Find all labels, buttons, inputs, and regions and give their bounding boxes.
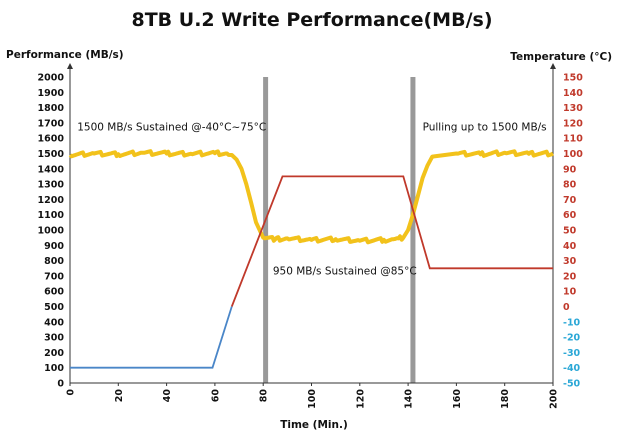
- y-right-axis-arrow: [550, 63, 556, 69]
- y-right-tick-label-8: 30: [563, 256, 577, 267]
- y-left-tick-label-13: 1300: [38, 180, 65, 191]
- y-left-tick-label-9: 900: [44, 241, 64, 252]
- y-left-tick-label-0: 0: [57, 379, 64, 390]
- series-performance-line: [68, 149, 554, 245]
- y-left-tick-label-7: 700: [44, 271, 64, 282]
- x-tick-label-4: 80: [259, 389, 270, 403]
- y-left-tick-label-18: 1800: [38, 103, 65, 114]
- y-left-tick-label-3: 300: [44, 333, 64, 344]
- series-temperature-above-zero-line: [230, 175, 553, 307]
- y-right-tick-label-7: 20: [563, 271, 577, 282]
- series-temperature-below-zero-line: [70, 306, 233, 369]
- x-axis-title: Time (Min.): [280, 419, 348, 431]
- y-left-tick-label-19: 1900: [38, 88, 65, 99]
- x-tick-label-7: 140: [404, 389, 415, 409]
- y-right-axis-title: Temperature (°C): [510, 51, 612, 63]
- y-right-tick-label-10: 50: [563, 226, 577, 237]
- y-left-tick-label-10: 1000: [38, 226, 65, 237]
- plot-area: 0100200300400500600700800900100011001200…: [38, 63, 583, 409]
- y-left-tick-label-11: 1100: [38, 210, 65, 221]
- y-left-tick-label-6: 600: [44, 287, 64, 298]
- y-right-tick-label-5: 0: [563, 302, 570, 313]
- y-right-tick-label-2: -30: [563, 348, 581, 359]
- y-right-tick-label-17: 120: [563, 118, 583, 129]
- y-left-tick-label-4: 400: [44, 317, 64, 328]
- y-right-tick-label-9: 40: [563, 241, 577, 252]
- y-right-tick-label-3: -20: [563, 333, 581, 344]
- y-left-axis-arrow: [67, 63, 73, 69]
- x-tick-label-6: 120: [355, 389, 366, 409]
- y-left-tick-label-1: 100: [44, 363, 64, 374]
- x-tick-label-2: 40: [162, 389, 173, 403]
- y-right-tick-label-11: 60: [563, 210, 577, 221]
- y-right-tick-label-4: -10: [563, 317, 581, 328]
- y-right-tick-label-0: -50: [563, 379, 581, 390]
- y-left-axis-title: Performance (MB/s): [6, 49, 124, 61]
- y-left-tick-label-20: 2000: [38, 73, 65, 84]
- chart-title: 8TB U.2 Write Performance(MB/s): [131, 9, 492, 31]
- y-right-tick-label-14: 90: [563, 164, 577, 175]
- annotation-2: Pulling up to 1500 MB/s: [423, 122, 547, 134]
- y-right-tick-label-15: 100: [563, 149, 583, 160]
- x-tick-label-5: 100: [307, 389, 318, 409]
- y-right-tick-label-6: 10: [563, 287, 577, 298]
- y-right-tick-label-13: 80: [563, 180, 577, 191]
- y-left-tick-label-15: 1500: [38, 149, 65, 160]
- annotation-0: 1500 MB/s Sustained @-40°C~75°C: [77, 122, 266, 134]
- y-right-tick-label-16: 110: [563, 134, 583, 145]
- y-right-tick-label-19: 140: [563, 88, 583, 99]
- y-right-tick-label-12: 70: [563, 195, 577, 206]
- x-tick-label-9: 180: [500, 389, 511, 409]
- y-left-tick-label-17: 1700: [38, 118, 65, 129]
- y-right-tick-label-18: 130: [563, 103, 583, 114]
- x-tick-label-10: 200: [549, 389, 560, 409]
- y-left-tick-label-16: 1600: [38, 134, 65, 145]
- y-left-tick-label-8: 800: [44, 256, 64, 267]
- x-tick-label-1: 20: [114, 389, 125, 403]
- y-left-tick-label-12: 1200: [38, 195, 65, 206]
- y-left-tick-label-5: 500: [44, 302, 64, 313]
- annotation-1: 950 MB/s Sustained @85°C: [273, 265, 417, 277]
- y-right-tick-label-20: 150: [563, 73, 583, 84]
- y-left-tick-label-2: 200: [44, 348, 64, 359]
- y-right-tick-label-1: -40: [563, 363, 581, 374]
- x-tick-label-3: 60: [210, 389, 221, 403]
- y-left-tick-label-14: 1400: [38, 164, 65, 175]
- x-tick-label-8: 160: [452, 389, 463, 409]
- x-tick-label-0: 0: [66, 389, 77, 396]
